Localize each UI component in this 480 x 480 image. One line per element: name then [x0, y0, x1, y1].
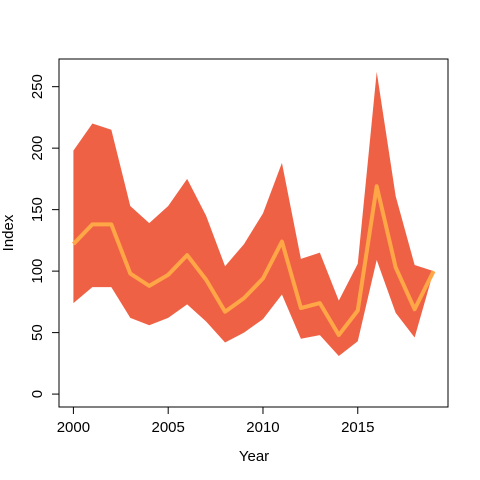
y-tick-label: 250: [29, 74, 46, 99]
y-tick-label: 150: [29, 197, 46, 222]
x-tick-label: 2010: [246, 419, 279, 436]
x-tick-label: 2000: [57, 419, 90, 436]
y-tick-label: 50: [29, 324, 46, 341]
y-axis-label: Index: [0, 214, 17, 251]
y-tick-label: 0: [29, 390, 46, 398]
x-tick-label: 2005: [152, 419, 185, 436]
y-tick-label: 100: [29, 259, 46, 284]
x-axis-label: Year: [239, 448, 269, 465]
y-tick-label: 200: [29, 136, 46, 161]
index-line: [71, 184, 436, 338]
confidence-band: [73, 71, 434, 356]
x-tick-label: 2015: [341, 419, 374, 436]
